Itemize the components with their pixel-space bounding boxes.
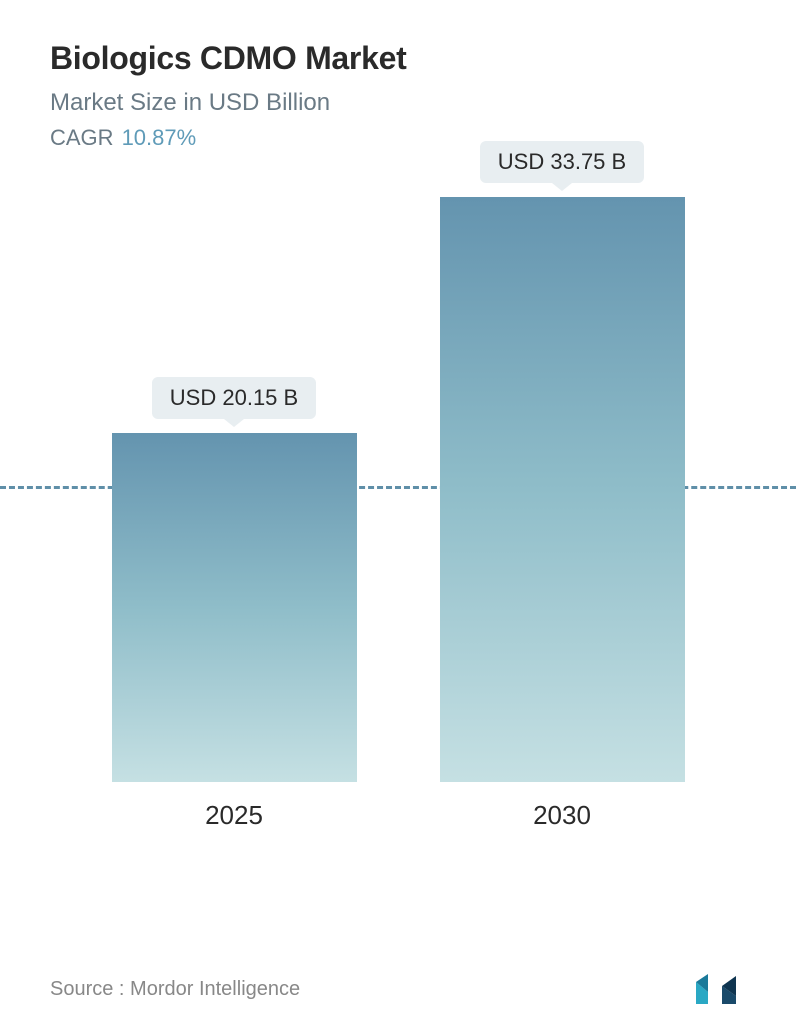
cagr-label: CAGR [50, 125, 114, 150]
chart-subtitle: Market Size in USD Billion [50, 89, 746, 117]
chart-area: USD 20.15 B 2025 USD 33.75 B 2030 [50, 191, 746, 871]
bars-group: USD 20.15 B 2025 USD 33.75 B 2030 [50, 191, 746, 831]
chart-container: Biologics CDMO Market Market Size in USD… [0, 0, 796, 1034]
year-label-2025: 2025 [205, 800, 263, 831]
year-label-2030: 2030 [533, 800, 591, 831]
bar-2025: USD 20.15 B 2025 [112, 377, 357, 831]
bar-rect-2025 [112, 433, 357, 782]
cagr-value: 10.87% [122, 125, 197, 150]
footer: Source : Mordor Intelligence [50, 974, 746, 1004]
value-pill-2025: USD 20.15 B [152, 377, 316, 419]
value-pill-2030: USD 33.75 B [480, 141, 644, 183]
logo-m1-icon [696, 974, 720, 1004]
chart-title: Biologics CDMO Market [50, 40, 746, 77]
source-text: Source : Mordor Intelligence [50, 978, 300, 1001]
logo-m2-icon [722, 974, 746, 1004]
bar-rect-2030 [440, 197, 685, 782]
bar-2030: USD 33.75 B 2030 [440, 141, 685, 831]
mordor-logo-icon [696, 974, 746, 1004]
